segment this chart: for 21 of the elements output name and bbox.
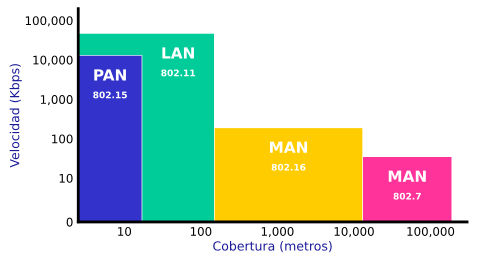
x-tick-label: 1,000	[262, 227, 294, 238]
y-tick-label: 100,000	[26, 16, 73, 26]
series-label: LAN	[162, 47, 194, 58]
y-tick-label: 1,000	[40, 95, 73, 106]
series-label: PAN	[94, 69, 126, 80]
x-tick-label: 100	[190, 227, 212, 236]
y-tick-label: 100	[52, 134, 73, 144]
x-axis-title: Cobertura (metros)	[213, 241, 332, 252]
series-label: MAN	[388, 170, 426, 182]
x-tick-label: 10,000	[334, 227, 374, 238]
annotation: 802.15	[93, 91, 127, 98]
y-axis-title: Velocidad (Kbps)	[10, 64, 22, 168]
y-tick-label: 0	[66, 218, 73, 227]
y-tick-label: 10	[60, 174, 73, 183]
series-label: MAN	[270, 142, 308, 153]
annotation: 802.11	[161, 69, 195, 76]
x-tick-label: 10	[118, 227, 132, 236]
x-tick-label: 100,000	[407, 227, 454, 238]
y-tick-label: 10,000	[33, 56, 73, 66]
annotation: 802.16	[272, 164, 306, 171]
annotation: 802.7	[394, 192, 421, 200]
